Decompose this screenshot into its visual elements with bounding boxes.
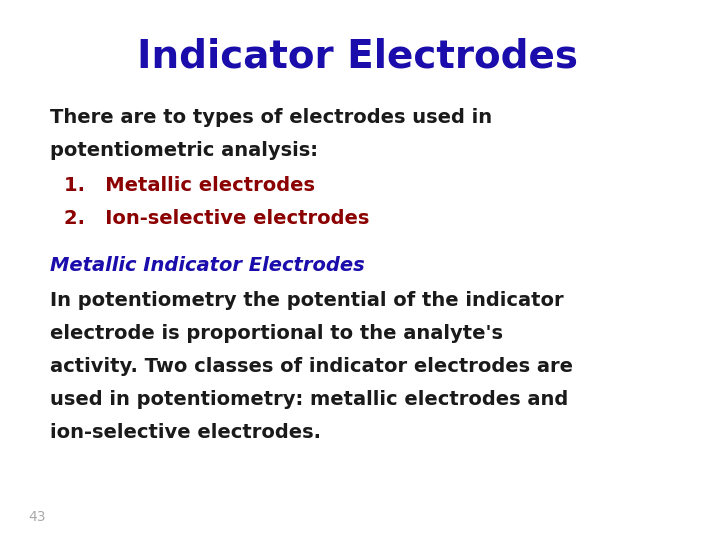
Text: There are to types of electrodes used in: There are to types of electrodes used in [50,108,492,127]
Text: ion-selective electrodes.: ion-selective electrodes. [50,423,321,442]
Text: Indicator Electrodes: Indicator Electrodes [138,38,578,76]
Text: 2.   Ion-selective electrodes: 2. Ion-selective electrodes [64,209,370,228]
Text: In potentiometry the potential of the indicator: In potentiometry the potential of the in… [50,291,564,310]
Text: 1.   Metallic electrodes: 1. Metallic electrodes [64,176,315,195]
Text: potentiometric analysis:: potentiometric analysis: [50,141,318,160]
Text: used in potentiometry: metallic electrodes and: used in potentiometry: metallic electrod… [50,390,568,409]
Text: 43: 43 [29,510,46,524]
Text: electrode is proportional to the analyte's: electrode is proportional to the analyte… [50,324,503,343]
Text: activity. Two classes of indicator electrodes are: activity. Two classes of indicator elect… [50,357,573,376]
Text: Metallic Indicator Electrodes: Metallic Indicator Electrodes [50,256,365,275]
